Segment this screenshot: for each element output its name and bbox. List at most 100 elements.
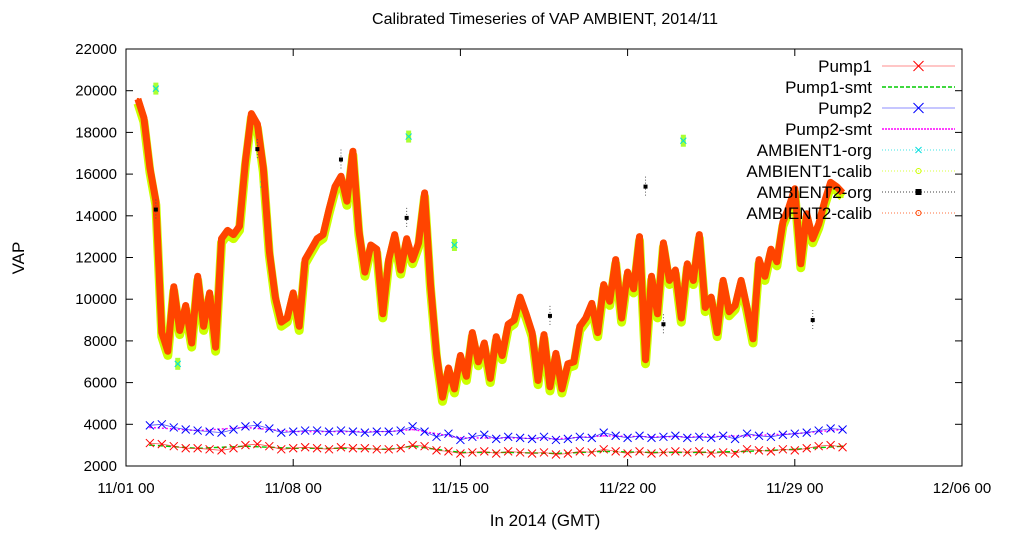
data-point — [384, 444, 394, 454]
data-point — [253, 420, 262, 430]
data-point — [345, 200, 349, 203]
data-point — [802, 443, 812, 453]
data-point — [465, 379, 468, 382]
data-point — [145, 438, 155, 448]
x-tick-label: 11/08 00 — [265, 480, 322, 497]
data-point — [682, 433, 692, 443]
data-point — [596, 331, 599, 334]
data-point — [841, 191, 844, 195]
data-point — [489, 381, 492, 384]
data-point — [563, 434, 573, 444]
data-point — [153, 207, 158, 212]
data-point — [312, 426, 322, 435]
data-point — [432, 432, 441, 442]
data-point — [372, 427, 382, 436]
data-point — [399, 272, 402, 276]
data-point — [495, 335, 498, 338]
data-point — [321, 233, 325, 236]
data-point — [232, 233, 235, 236]
data-point — [721, 279, 725, 282]
data-point — [369, 243, 373, 247]
y-tick-label: 12000 — [75, 250, 117, 267]
legend-entry: Pump1-smt — [785, 78, 955, 97]
data-point — [351, 149, 355, 153]
data-point — [336, 426, 346, 435]
data-point — [790, 429, 800, 439]
data-point — [435, 352, 438, 355]
data-point — [682, 448, 692, 457]
data-point — [656, 316, 659, 320]
data-point — [835, 185, 838, 188]
data-point — [572, 360, 576, 363]
data-point — [375, 247, 378, 251]
data-point — [781, 220, 785, 224]
legend-entry: AMBIENT2-calib — [746, 204, 955, 223]
series-line — [149, 423, 843, 441]
data-point — [679, 137, 687, 145]
data-point — [444, 447, 453, 456]
data-point — [608, 304, 611, 307]
series-pump2 — [145, 419, 847, 445]
data-point — [623, 433, 632, 443]
data-point — [632, 291, 635, 295]
y-tick-label: 2000 — [84, 458, 117, 475]
data-point — [280, 320, 283, 324]
data-point — [467, 448, 477, 457]
data-point — [554, 352, 558, 355]
data-point — [501, 354, 504, 357]
data-point — [360, 443, 370, 453]
y-tick-label: 18000 — [75, 124, 117, 141]
data-point — [817, 222, 820, 226]
data-point — [694, 447, 704, 456]
data-point — [668, 279, 671, 282]
data-point — [536, 383, 540, 386]
legend-marker — [915, 146, 922, 154]
data-point — [453, 387, 456, 391]
data-point — [692, 279, 695, 282]
x-tick-label: 11/01 00 — [97, 480, 154, 497]
data-point — [745, 306, 749, 309]
data-point — [838, 425, 847, 434]
data-point — [268, 250, 271, 253]
data-point — [142, 116, 146, 120]
data-point — [181, 443, 191, 453]
data-point — [393, 233, 396, 236]
data-point — [718, 448, 728, 457]
y-axis-label: VAP — [9, 242, 28, 275]
data-point — [710, 295, 713, 299]
data-point — [778, 444, 788, 454]
data-point — [205, 427, 214, 436]
y-tick-label: 14000 — [75, 208, 117, 225]
data-point — [372, 444, 382, 454]
data-point — [632, 287, 635, 290]
data-point — [360, 428, 370, 437]
data-point — [715, 331, 719, 334]
data-point — [790, 446, 800, 455]
x-tick-label: 12/06 00 — [933, 480, 991, 497]
data-point — [459, 354, 462, 357]
data-point — [778, 430, 788, 440]
data-point — [181, 425, 191, 434]
data-point — [169, 441, 179, 451]
data-point — [539, 432, 549, 442]
data-point — [166, 350, 169, 353]
data-point — [339, 174, 343, 178]
data-point — [647, 433, 656, 443]
data-point — [614, 258, 617, 261]
legend-label: Pump2 — [818, 99, 872, 118]
data-point — [297, 329, 301, 332]
data-point — [656, 312, 659, 315]
data-point — [405, 133, 413, 140]
data-point — [706, 433, 716, 443]
data-point — [479, 430, 489, 440]
data-point — [733, 304, 737, 307]
data-point — [635, 431, 644, 441]
data-point — [575, 432, 585, 442]
data-point — [503, 432, 513, 442]
data-point — [429, 283, 432, 286]
data-point — [739, 279, 743, 282]
data-point — [276, 444, 286, 454]
data-point — [575, 447, 585, 456]
data-point — [548, 385, 552, 388]
data-point — [680, 316, 683, 320]
